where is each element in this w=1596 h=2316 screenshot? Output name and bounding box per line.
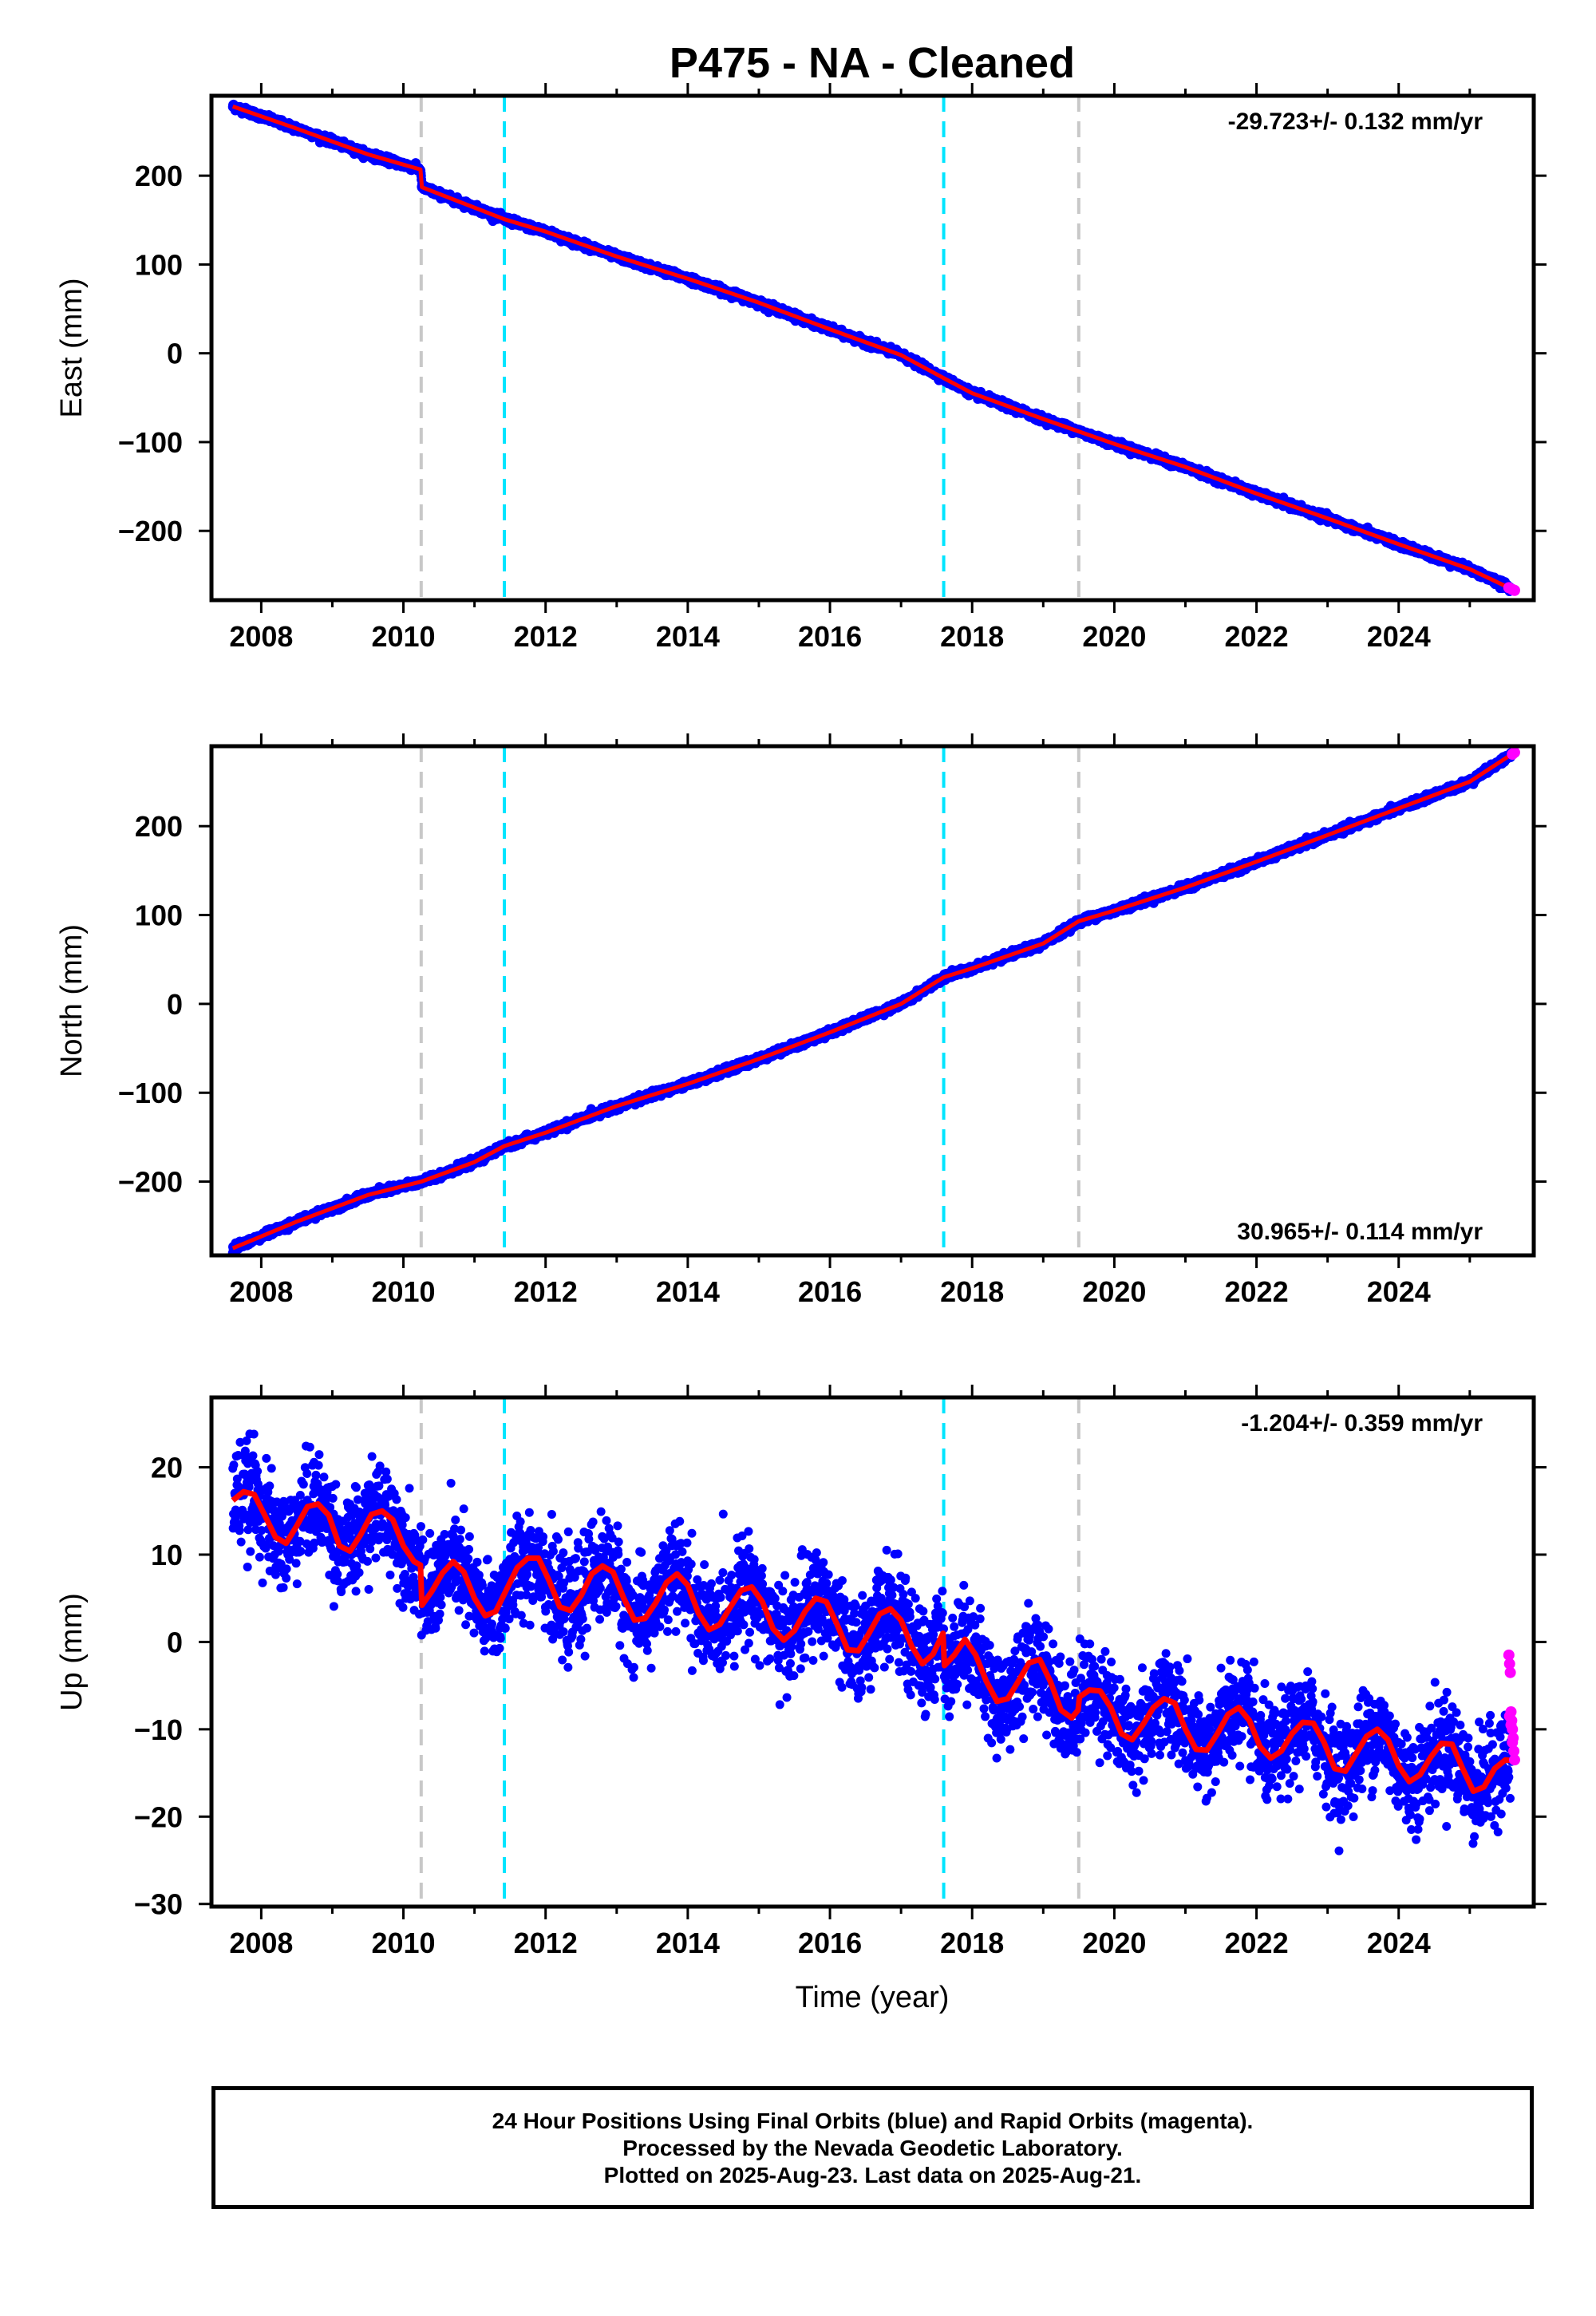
plot-area: [227, 96, 1520, 600]
panel-east: 2008 2010 2012 2014 2016 2018 2020 2022 2024−200…: [55, 83, 1547, 653]
figure-title: P475 - NA - Cleaned: [670, 39, 1075, 87]
panels: 2008 2010 2012 2014 2016 2018 2020 2022 2024−200…: [55, 83, 1547, 1959]
